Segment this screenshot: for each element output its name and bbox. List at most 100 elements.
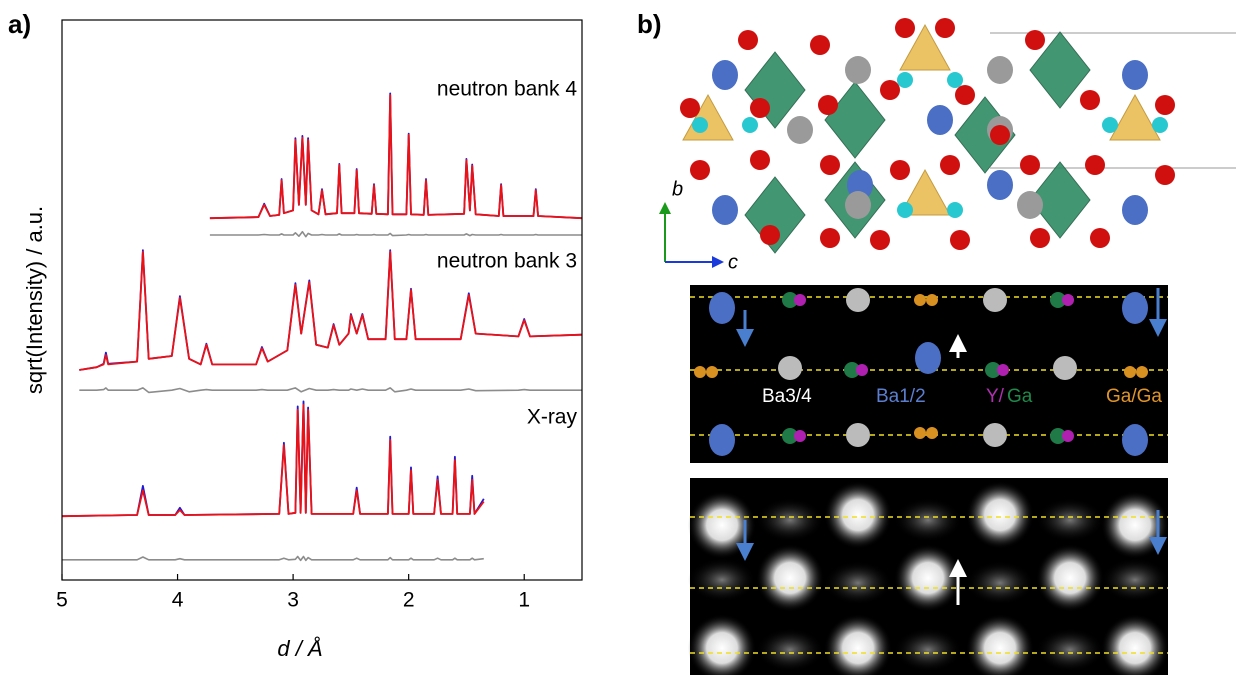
column-blob bbox=[1036, 544, 1104, 612]
atom bbox=[706, 366, 718, 378]
ba12-atom bbox=[927, 105, 953, 135]
calculated-line bbox=[210, 95, 582, 218]
atom bbox=[1053, 356, 1077, 380]
oxygen-atom bbox=[1020, 155, 1040, 175]
site-label: Ba3/4 bbox=[762, 386, 812, 407]
oxygen-atom bbox=[820, 228, 840, 248]
ga-atom bbox=[742, 117, 758, 133]
column-blob bbox=[756, 544, 824, 612]
atom bbox=[1136, 366, 1148, 378]
ba34-atom bbox=[845, 56, 871, 84]
atom bbox=[1062, 294, 1074, 306]
atom bbox=[914, 427, 926, 439]
observed-line bbox=[62, 401, 484, 516]
column-blob bbox=[894, 498, 962, 542]
site-label: Ga bbox=[1007, 386, 1033, 407]
atom bbox=[1124, 366, 1136, 378]
oxygen-atom bbox=[940, 155, 960, 175]
oxygen-atom bbox=[935, 18, 955, 38]
oxygen-atom bbox=[895, 18, 915, 38]
atom bbox=[997, 364, 1009, 376]
atom bbox=[846, 423, 870, 447]
atom bbox=[778, 356, 802, 380]
oxygen-atom bbox=[1085, 155, 1105, 175]
column-blob bbox=[824, 561, 892, 605]
column-blob bbox=[894, 544, 962, 612]
column-blob bbox=[1036, 628, 1104, 672]
atom bbox=[856, 364, 868, 376]
atom bbox=[926, 294, 938, 306]
column-blob bbox=[966, 481, 1034, 549]
oxygen-atom bbox=[880, 80, 900, 100]
oxygen-atom bbox=[760, 225, 780, 245]
ba34-atom bbox=[1017, 191, 1043, 219]
atom bbox=[794, 294, 806, 306]
oxygen-atom bbox=[1155, 165, 1175, 185]
axis-label: b bbox=[672, 178, 683, 200]
oxygen-atom bbox=[1155, 95, 1175, 115]
column-blob bbox=[1036, 498, 1104, 542]
ba12-atom bbox=[712, 60, 738, 90]
column-blob bbox=[756, 628, 824, 672]
ga-atom bbox=[947, 202, 963, 218]
octahedron bbox=[825, 82, 885, 158]
oxygen-atom bbox=[890, 160, 910, 180]
difference-line bbox=[79, 388, 582, 393]
x-tick-label: 4 bbox=[172, 589, 184, 612]
ba12-atom bbox=[1122, 60, 1148, 90]
oxygen-atom bbox=[1080, 90, 1100, 110]
ba12-atom bbox=[987, 170, 1013, 200]
ba12-atom bbox=[1122, 424, 1148, 456]
dataset-label: neutron bank 4 bbox=[437, 78, 577, 101]
oxygen-atom bbox=[870, 230, 890, 250]
y-axis-label: sqrt(Intensity) / a.u. bbox=[22, 206, 47, 394]
oxygen-atom bbox=[1090, 228, 1110, 248]
dataset-label: X-ray bbox=[527, 406, 578, 429]
crystal-structure bbox=[680, 18, 1236, 253]
oxygen-atom bbox=[738, 30, 758, 50]
oxygen-atom bbox=[950, 230, 970, 250]
ba12-atom bbox=[712, 195, 738, 225]
difference-line bbox=[62, 557, 484, 561]
oxygen-atom bbox=[690, 160, 710, 180]
atom bbox=[794, 430, 806, 442]
oxygen-atom bbox=[955, 85, 975, 105]
stem-image-content bbox=[688, 481, 1169, 675]
difference-line bbox=[210, 232, 582, 237]
atom bbox=[694, 366, 706, 378]
ba34-atom bbox=[845, 191, 871, 219]
x-tick-label: 5 bbox=[56, 589, 68, 612]
x-axis-label: d / Å bbox=[277, 636, 322, 661]
axis-label: c bbox=[728, 251, 738, 273]
oxygen-atom bbox=[818, 95, 838, 115]
ga-atom bbox=[947, 72, 963, 88]
tetrahedron bbox=[1110, 95, 1160, 140]
oxygen-atom bbox=[1025, 30, 1045, 50]
ba12-atom bbox=[915, 342, 941, 374]
ga-atom bbox=[1152, 117, 1168, 133]
atom bbox=[914, 294, 926, 306]
column-blob bbox=[824, 481, 892, 549]
oxygen-atom bbox=[680, 98, 700, 118]
column-blob bbox=[966, 561, 1034, 605]
site-label: Y/ bbox=[986, 386, 1005, 407]
column-blob bbox=[756, 498, 824, 542]
atom bbox=[983, 288, 1007, 312]
oxygen-atom bbox=[1030, 228, 1050, 248]
column-blob bbox=[894, 628, 962, 672]
oxygen-atom bbox=[750, 150, 770, 170]
x-tick-label: 2 bbox=[403, 589, 415, 612]
oxygen-atom bbox=[810, 35, 830, 55]
ga-atom bbox=[692, 117, 708, 133]
column-blob bbox=[1101, 558, 1169, 602]
ba12-atom bbox=[1122, 195, 1148, 225]
x-tick-label: 1 bbox=[518, 589, 530, 612]
panel-label: a) bbox=[8, 9, 31, 39]
ba12-atom bbox=[1122, 292, 1148, 324]
ba34-atom bbox=[787, 116, 813, 144]
atom bbox=[846, 288, 870, 312]
dataset-label: neutron bank 3 bbox=[437, 250, 577, 273]
site-label: Ba1/2 bbox=[876, 386, 926, 407]
ba12-atom bbox=[709, 424, 735, 456]
